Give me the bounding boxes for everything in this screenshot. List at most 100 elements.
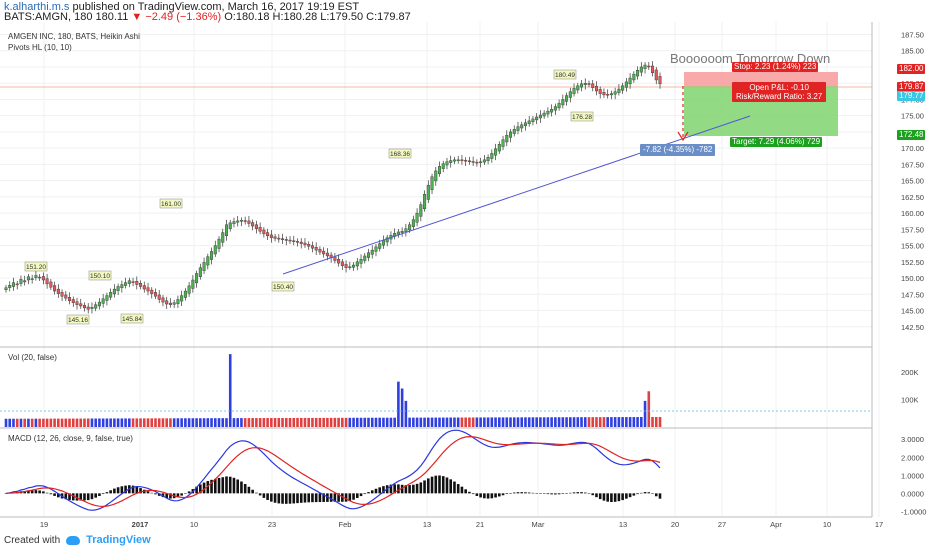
time-tick-label: Apr bbox=[770, 520, 782, 529]
macd-histogram-bar bbox=[273, 493, 277, 503]
candle-body bbox=[210, 251, 214, 260]
candle-body bbox=[284, 239, 288, 241]
volume-bar bbox=[270, 418, 273, 427]
volume-bar bbox=[580, 417, 583, 427]
macd-histogram-bar bbox=[516, 492, 520, 494]
volume-bar bbox=[303, 417, 307, 427]
macd-histogram-bar bbox=[512, 492, 516, 494]
volume-bar bbox=[640, 417, 643, 427]
macd-group bbox=[4, 429, 662, 511]
candle-body bbox=[120, 284, 124, 288]
volume-bar bbox=[288, 417, 292, 427]
macd-label: MACD (12, 26, close, 9, false, true) bbox=[8, 434, 133, 443]
macd-histogram-bar bbox=[625, 493, 628, 499]
candle-body bbox=[426, 184, 430, 200]
volume-bar bbox=[636, 417, 639, 427]
candle-body bbox=[299, 241, 303, 244]
macd-histogram-bar bbox=[83, 493, 86, 501]
volume-bar bbox=[561, 417, 565, 427]
macd-tick-label: 3.0000 bbox=[901, 435, 924, 444]
candle-body bbox=[15, 283, 19, 286]
candle-body bbox=[41, 276, 45, 281]
macd-histogram-bar bbox=[535, 493, 538, 494]
volume-bar bbox=[337, 417, 340, 427]
ohlc-values: O:180.18 H:180.28 L:179.50 C:179.87 bbox=[224, 11, 411, 23]
macd-histogram-bar bbox=[199, 484, 202, 494]
macd-histogram-bar bbox=[580, 492, 583, 494]
candle-body bbox=[187, 285, 191, 294]
candle-body bbox=[254, 224, 258, 229]
tradingview-logo[interactable]: TradingView bbox=[86, 534, 151, 546]
macd-histogram-bar bbox=[303, 493, 307, 503]
macd-histogram-bar bbox=[355, 493, 359, 498]
volume-bar bbox=[8, 418, 12, 427]
move-arrow-head bbox=[677, 131, 689, 142]
macd-histogram-bar bbox=[550, 493, 553, 495]
candle-body bbox=[127, 280, 131, 284]
chart-header: k.alharthi.m.s published on TradingView.… bbox=[0, 0, 932, 23]
macd-histogram-bar bbox=[180, 493, 183, 496]
macd-histogram-bar bbox=[105, 492, 109, 494]
candle-body bbox=[527, 120, 531, 124]
created-with-text: Created with bbox=[4, 534, 61, 546]
candle-body bbox=[654, 69, 658, 81]
macd-histogram-bar bbox=[400, 484, 404, 494]
candle-body bbox=[224, 224, 228, 237]
candle-body bbox=[109, 292, 113, 298]
candle-body bbox=[139, 283, 143, 287]
candle-body bbox=[60, 292, 64, 297]
target-price-tag: 172.48 bbox=[897, 130, 926, 140]
tradingview-cloud-icon bbox=[66, 535, 81, 545]
volume-bar bbox=[587, 417, 591, 427]
macd-histogram-bar bbox=[228, 476, 232, 494]
macd-histogram-bar bbox=[397, 484, 400, 494]
macd-histogram-bar bbox=[38, 490, 41, 494]
candle-body bbox=[374, 246, 378, 252]
candle-body bbox=[340, 261, 344, 266]
candle-body bbox=[509, 131, 513, 138]
macd-histogram-bar bbox=[640, 492, 643, 494]
author-link[interactable]: k.alharthi.m.s bbox=[4, 1, 70, 13]
macd-histogram-bar bbox=[53, 493, 56, 496]
volume-bar bbox=[576, 417, 580, 427]
macd-histogram-bar bbox=[610, 493, 613, 503]
candle-body bbox=[568, 91, 572, 98]
candle-body bbox=[97, 301, 101, 307]
volume-bar bbox=[60, 418, 64, 427]
candle-body bbox=[355, 261, 359, 267]
macd-histogram-bar bbox=[520, 492, 524, 494]
footer: Created with TradingView bbox=[4, 534, 151, 546]
volume-bar bbox=[124, 418, 127, 427]
pivot-label-box bbox=[271, 281, 295, 292]
macd-histogram-bar bbox=[572, 492, 576, 494]
macd-histogram-bar bbox=[583, 492, 587, 494]
macd-histogram-bar bbox=[270, 493, 273, 502]
candle-body bbox=[273, 236, 277, 239]
macd-histogram-bar bbox=[27, 490, 30, 494]
pivot-label: 151.20 bbox=[26, 264, 46, 271]
candle-body bbox=[423, 194, 427, 210]
candle-body bbox=[404, 228, 408, 232]
volume-bar bbox=[284, 417, 288, 427]
volume-bar bbox=[266, 418, 269, 427]
candle-body bbox=[411, 219, 415, 227]
candle-body bbox=[4, 287, 8, 290]
macd-histogram-bar bbox=[468, 491, 471, 494]
macd-histogram-bar bbox=[598, 493, 602, 500]
macd-histogram-bar bbox=[240, 481, 243, 494]
macd-histogram-bar bbox=[632, 493, 636, 496]
macd-histogram-bar bbox=[542, 493, 546, 494]
pivot-label-box bbox=[388, 148, 412, 159]
volume-bar bbox=[34, 418, 38, 427]
trendline[interactable] bbox=[282, 115, 751, 275]
candle-body bbox=[105, 295, 109, 301]
volume-bar bbox=[116, 418, 120, 427]
candle-body bbox=[277, 237, 281, 240]
publish-info: k.alharthi.m.s published on TradingView.… bbox=[4, 1, 359, 13]
volume-bar bbox=[23, 418, 26, 427]
macd-histogram-bar bbox=[464, 489, 467, 494]
volume-bar bbox=[98, 418, 101, 427]
volume-bar bbox=[247, 418, 251, 427]
macd-histogram-bar bbox=[314, 493, 318, 503]
candle-body bbox=[135, 281, 139, 285]
